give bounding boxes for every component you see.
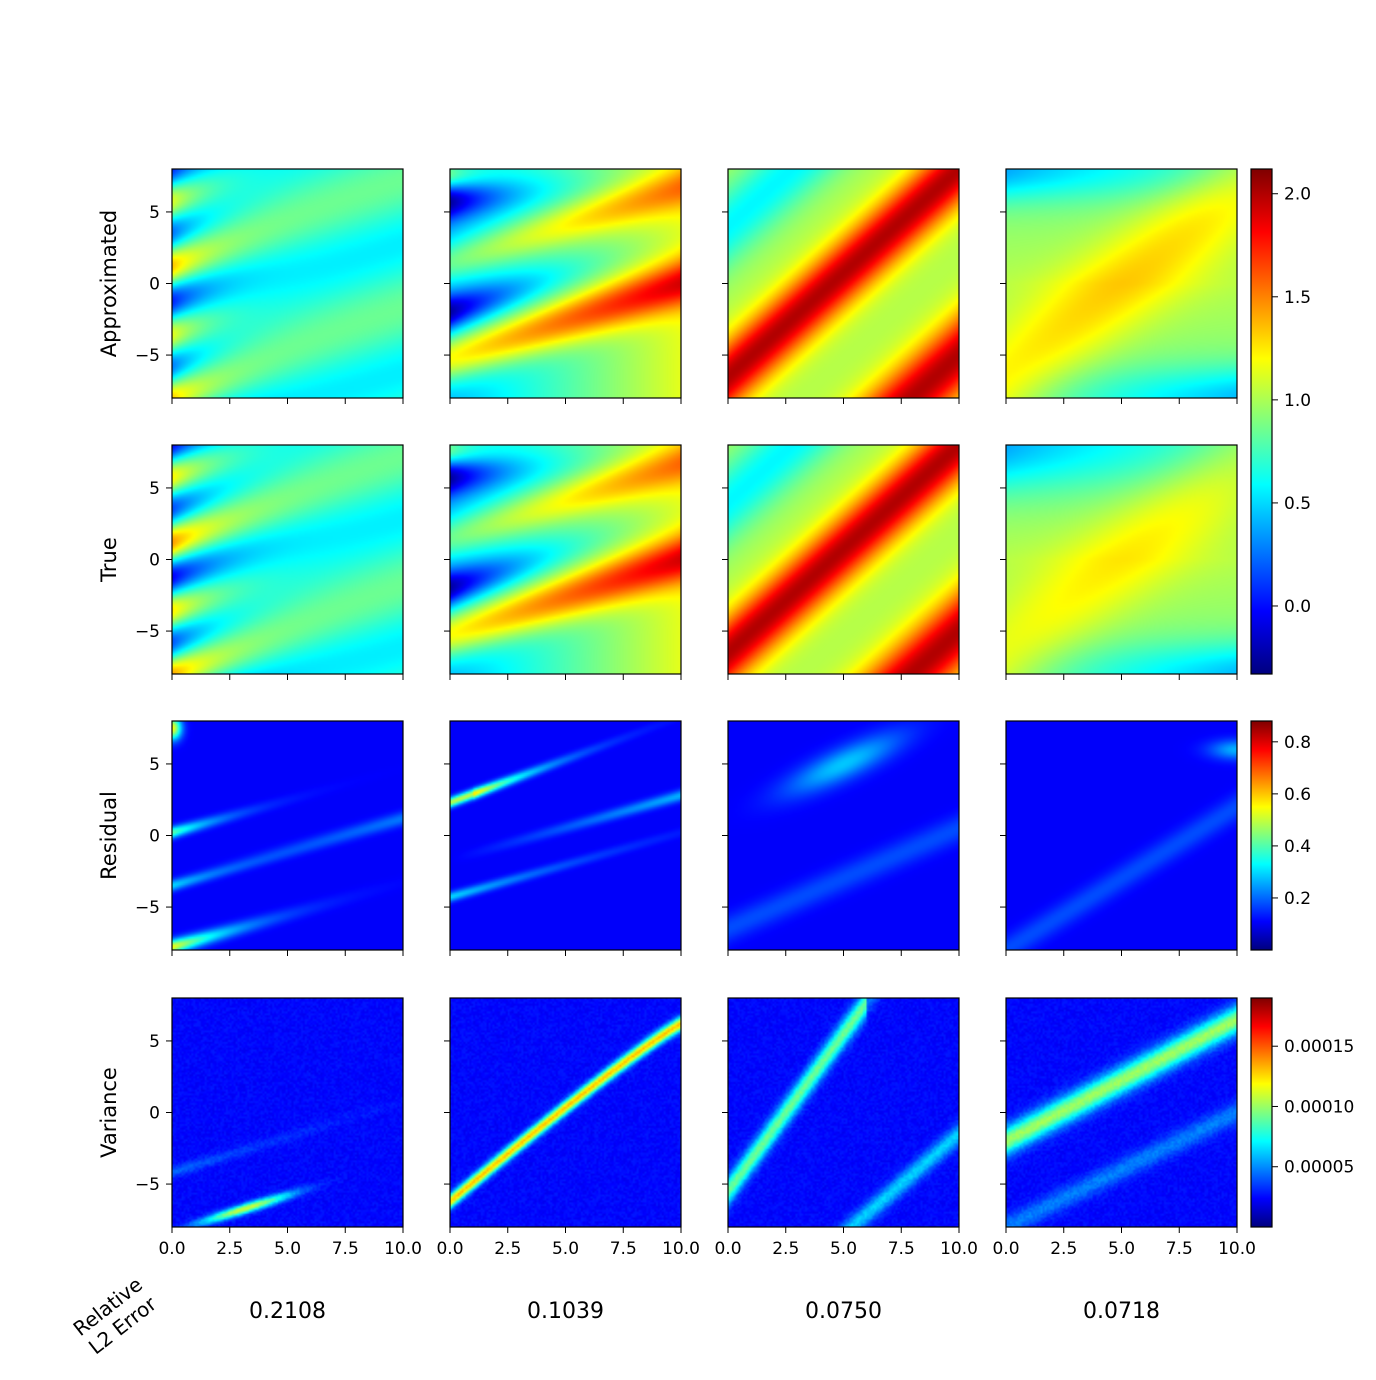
x-tick-label: 2.5: [772, 1239, 799, 1259]
panel-residual-col1: 5 0 −5: [135, 721, 403, 956]
panel-variance-col4: 0.0 2.5 5.0 7.5 10.0: [992, 998, 1255, 1259]
y-tick-label: 5: [149, 1032, 160, 1052]
heatmap-image: [1006, 445, 1237, 674]
colorbar-tick-label: 0.6: [1284, 785, 1311, 805]
panel-residual-col3: [722, 721, 959, 956]
relative-l2-error-value: 0.0750: [805, 1299, 882, 1324]
x-tick-label: 7.5: [888, 1239, 915, 1259]
row-label-true: True: [97, 537, 121, 583]
colorbar-tick-label: 0.00015: [1284, 1037, 1354, 1057]
row-label-variance: Variance: [97, 1067, 121, 1158]
relative-l2-error-label: RelativeL2 Error: [69, 1272, 162, 1359]
heatmap-image: [1006, 169, 1237, 398]
colorbar-tick-label: 0.5: [1284, 494, 1311, 514]
y-tick-label: 0: [149, 827, 160, 847]
x-tick-label: 0.0: [158, 1239, 185, 1259]
x-tick-label: 10.0: [384, 1239, 422, 1259]
row-label-residual: Residual: [97, 791, 121, 880]
colorbar-tick-label: 0.2: [1284, 889, 1311, 909]
y-tick-label: 0: [149, 1104, 160, 1124]
panel-approximated-col4: [1000, 169, 1237, 404]
heatmap-image: [450, 445, 681, 674]
colorbars: 2.01.51.00.50.00.80.60.40.20.000150.0001…: [1251, 169, 1354, 1227]
heatmap-image: [172, 169, 403, 398]
panel-approximated-col1: 5 0 −5: [135, 169, 403, 404]
row-label-approximated: Approximated: [97, 210, 121, 357]
y-tick-label: 0: [149, 275, 160, 295]
heatmap-image: [172, 445, 403, 674]
relative-l2-error-value: 0.0718: [1083, 1299, 1160, 1324]
heatmap-image: [728, 998, 959, 1227]
y-tick-label: −5: [135, 1175, 160, 1195]
y-tick-label: −5: [135, 898, 160, 918]
heatmap-grid: 5 0 −5 5 0 −5 5 0 −5 0.0 2.5 5.0 7.5 10.0 5 0 −5 0.0 2.5 5.…: [135, 169, 1256, 1259]
heatmap-image: [728, 445, 959, 674]
panel-approximated-col3: [722, 169, 959, 404]
panel-approximated-col2: [444, 169, 681, 404]
x-tick-label: 5.0: [1108, 1239, 1135, 1259]
panel-residual-col4: [1000, 721, 1237, 956]
colorbar-tick-label: 0.8: [1284, 733, 1311, 753]
panel-variance-col3: 0.0 2.5 5.0 7.5 10.0: [714, 998, 977, 1259]
panel-true-col3: [722, 445, 959, 680]
heatmap-image: [1006, 721, 1237, 950]
x-tick-label: 0.0: [436, 1239, 463, 1259]
heatmap-image: [728, 169, 959, 398]
y-tick-label: −5: [135, 622, 160, 642]
colorbar-gradient: [1251, 169, 1272, 674]
heatmap-image: [450, 169, 681, 398]
y-tick-label: −5: [135, 346, 160, 366]
x-tick-label: 5.0: [552, 1239, 579, 1259]
panel-variance-col1: 0.0 2.5 5.0 7.5 10.0 5 0 −5: [135, 998, 422, 1259]
y-tick-label: 5: [149, 755, 160, 775]
x-tick-label: 2.5: [494, 1239, 521, 1259]
x-tick-label: 7.5: [610, 1239, 637, 1259]
x-tick-label: 2.5: [216, 1239, 243, 1259]
panel-variance-col2: 0.0 2.5 5.0 7.5 10.0: [436, 998, 699, 1259]
panel-true-col1: 5 0 −5: [135, 445, 403, 680]
colorbar-gradient: [1251, 998, 1272, 1227]
colorbar-3: 0.00015 0.00010 0.00005: [1251, 998, 1354, 1227]
relative-l2-error-value: 0.1039: [527, 1299, 604, 1324]
colorbar-tick-label: 0.0: [1284, 597, 1311, 617]
x-tick-label: 10.0: [940, 1239, 978, 1259]
x-tick-label: 0.0: [992, 1239, 1019, 1259]
colorbar-tick-label: 0.00010: [1284, 1097, 1354, 1117]
panel-residual-col2: [444, 721, 681, 956]
colorbar-tick-label: 2.0: [1284, 185, 1311, 205]
panel-true-col2: [444, 445, 681, 680]
colorbar-tick-label: 1.5: [1284, 288, 1311, 308]
heatmap-image: [450, 721, 681, 950]
colorbar-tick-label: 1.0: [1284, 391, 1311, 411]
heatmap-image: [450, 998, 681, 1227]
x-tick-label: 5.0: [274, 1239, 301, 1259]
relative-l2-error-value: 0.2108: [249, 1299, 326, 1324]
x-tick-label: 0.0: [714, 1239, 741, 1259]
y-tick-label: 5: [149, 479, 160, 499]
heatmap-image: [1006, 998, 1237, 1227]
x-tick-label: 10.0: [1218, 1239, 1256, 1259]
heatmap-image: [172, 998, 403, 1227]
y-tick-label: 0: [149, 551, 160, 571]
heatmap-image: [172, 721, 403, 950]
x-tick-label: 5.0: [830, 1239, 857, 1259]
colorbar-tick-label: 0.00005: [1284, 1158, 1354, 1178]
colorbar-1: 2.0 1.5 1.0 0.5 0.0: [1251, 169, 1311, 674]
x-tick-label: 10.0: [662, 1239, 700, 1259]
colorbar-gradient: [1251, 721, 1272, 950]
y-tick-label: 5: [149, 203, 160, 223]
x-tick-label: 7.5: [332, 1239, 359, 1259]
x-tick-label: 7.5: [1166, 1239, 1193, 1259]
panel-true-col4: [1000, 445, 1237, 680]
heatmap-image: [728, 721, 959, 950]
x-tick-label: 2.5: [1050, 1239, 1077, 1259]
colorbar-2: 0.8 0.6 0.4 0.2: [1251, 721, 1311, 950]
colorbar-tick-label: 0.4: [1284, 837, 1311, 857]
